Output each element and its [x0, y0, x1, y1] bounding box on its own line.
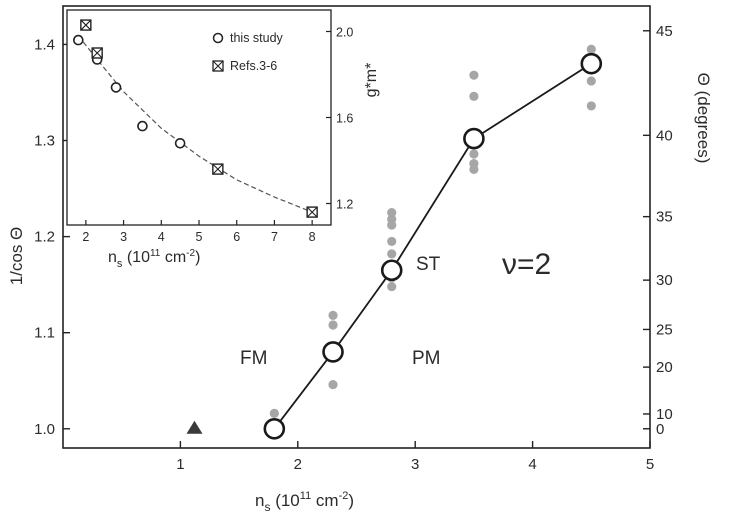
gray-data-point [469, 158, 479, 169]
y-tick-label: 1.3 [34, 133, 55, 150]
annotation-st: ST [416, 254, 441, 275]
inset-series [73, 19, 318, 218]
inset-crossed-square-diag [80, 19, 92, 31]
right-tick-label: 25 [656, 321, 673, 338]
annotation-pm: PM [412, 348, 441, 369]
inset-y-tick-label: 1.6 [336, 112, 353, 126]
open-circle-data-point [380, 259, 403, 282]
inset-open-circle-point [73, 34, 84, 46]
right-tick-label: 35 [656, 209, 673, 226]
annotation-fm: FM [240, 348, 267, 369]
inset-x-axis: 2 3 4 5 6 7 8 [82, 220, 316, 244]
inset-x-axis-label: ns (1011 cm-2) [108, 248, 200, 270]
x-tick-label: 2 [294, 456, 302, 473]
legend-label-this-study: this study [230, 31, 284, 45]
gray-data-point [328, 310, 338, 320]
gray-data-point [328, 320, 338, 330]
x-tick-label: 1 [176, 456, 184, 473]
x-tick-label: 4 [528, 456, 536, 473]
x-tick-label: 5 [646, 456, 654, 473]
y-tick-label: 1.4 [34, 36, 55, 53]
main-x-axis: 1 2 3 4 5 [176, 441, 654, 473]
inset-y-tick-label: 1.2 [336, 198, 353, 212]
gray-data-point [586, 76, 596, 86]
gray-data-point [469, 149, 479, 159]
gray-data-point [469, 91, 479, 101]
legend-marker-refs [212, 60, 224, 72]
inset-y-axis-label: g*m* [363, 63, 380, 98]
inset-x-tick-label: 6 [233, 230, 240, 244]
right-tick-label: 10 [656, 406, 673, 423]
gray-data-point [269, 408, 279, 419]
y-tick-label: 1.1 [34, 325, 55, 342]
gray-data-point [469, 70, 479, 80]
inset-x-tick-label: 3 [120, 230, 127, 244]
main-right-y-axis-label: Θ (degrees) [694, 73, 713, 164]
inset-x-tick-label: 5 [196, 230, 203, 244]
y-tick-label: 1.0 [34, 421, 55, 438]
main-plot-frame [62, 5, 651, 449]
gray-data-point [387, 236, 397, 247]
inset-open-circle-point [137, 120, 148, 132]
annotation-nu: ν=2 [502, 248, 551, 281]
legend-marker-this-study [212, 32, 224, 44]
y-tick-label: 1.2 [34, 229, 55, 246]
inset-right-y-axis: 1.2 1.6 2.0 [326, 26, 353, 212]
inset-crossed-square-diag [212, 163, 224, 175]
inset-open-circle-point [110, 82, 122, 93]
right-tick-label: 20 [656, 359, 673, 376]
gray-data-point [586, 44, 596, 54]
inset-crossed-square-point [80, 19, 92, 31]
gray-data-point [328, 379, 338, 390]
gray-data-point [387, 214, 397, 224]
inset-crossed-square-point [212, 163, 224, 175]
inset-x-tick-label: 8 [309, 230, 316, 244]
right-tick-label: 45 [656, 23, 673, 40]
x-tick-label: 3 [411, 456, 419, 473]
main-left-y-axis-label: 1/cos Θ [7, 227, 26, 286]
legend-label-refs: Refs.3-6 [230, 59, 277, 73]
inset-plot: 2 3 4 5 6 7 8 1.2 1.6 2.0 this study Refs.3-6 ns… [66, 9, 380, 270]
inset-x-tick-label: 2 [82, 230, 89, 244]
inset-x-tick-label: 7 [271, 230, 278, 244]
right-tick-label: 40 [656, 127, 673, 144]
inset-legend: this study Refs.3-6 [212, 31, 284, 73]
main-series [186, 44, 603, 440]
gray-data-point [586, 101, 596, 111]
open-circle-data-point [463, 127, 485, 150]
inset-open-circle-point [174, 138, 186, 149]
inset-crossed-square-point [306, 206, 318, 218]
right-tick-label: 30 [656, 272, 673, 289]
inset-crossed-square-point [91, 47, 103, 59]
triangle-data-point [186, 420, 203, 434]
main-x-axis-label: ns (1011 cm-2) [255, 490, 354, 514]
inset-plot-frame [66, 9, 332, 226]
gray-data-point [387, 249, 397, 259]
right-tick-label: 0 [656, 421, 664, 438]
inset-crossed-square-diag [306, 206, 318, 218]
inset-crossed-square-diag [91, 47, 103, 59]
inset-y-tick-label: 2.0 [336, 26, 353, 40]
inset-x-tick-label: 4 [158, 230, 165, 244]
main-right-y-axis: 010 20 25 30 35 40 45 [643, 23, 673, 438]
gray-data-point [387, 281, 397, 292]
open-circle-data-point [580, 52, 603, 75]
gray-data-point [387, 207, 397, 218]
main-left-y-axis: 1.0 1.1 1.2 1.3 1.4 [34, 36, 70, 438]
open-circle-data-point [263, 417, 286, 440]
open-circle-data-point [322, 341, 344, 363]
